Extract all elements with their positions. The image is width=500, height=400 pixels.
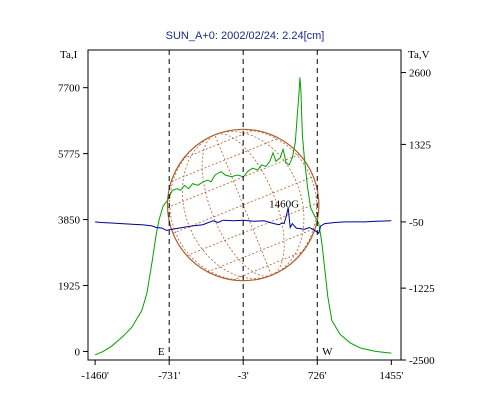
longitude-line	[214, 133, 285, 276]
x-tick-label: -731'	[158, 370, 180, 382]
x-tick-label: -3'	[238, 370, 249, 382]
series-line-i	[94, 77, 392, 356]
x-tick-label: 726'	[308, 370, 327, 382]
longitude-line	[214, 129, 317, 276]
x-tick-label: 1455'	[379, 370, 403, 382]
latitude-line	[207, 228, 316, 273]
solar-disk	[166, 128, 320, 282]
right-tick-label: -1225	[409, 283, 435, 295]
left-tick-label: 5775	[58, 149, 81, 161]
chart-title: SUN_A+0: 2002/02/24: 2.24[cm]	[166, 30, 325, 42]
series-layer	[94, 77, 392, 356]
left-axis-label: Ta,I	[60, 49, 78, 61]
left-tick-label: 0	[75, 346, 81, 358]
series-line-v	[95, 207, 392, 235]
x-tick-label: -1460'	[81, 370, 109, 382]
right-tick-label: -50	[409, 217, 424, 229]
limb-marker-label: E	[158, 346, 165, 358]
annotation-label: 1460G	[269, 198, 299, 210]
right-tick-label: 1325	[409, 139, 432, 151]
right-tick-label: 2600	[409, 68, 432, 80]
left-tick-label: 7700	[58, 83, 81, 95]
solar-disk-outline	[166, 128, 320, 282]
axes: -1460' -731' -3' 726' 1455' 0 1925 3850 5775 7700…	[58, 49, 435, 382]
left-tick-label: 1925	[58, 280, 81, 292]
longitude-line	[214, 131, 305, 276]
longitude-line	[201, 134, 272, 277]
right-axis-label: Ta,V	[408, 49, 430, 61]
right-tick-label: -2500	[409, 355, 435, 367]
longitude-line	[169, 134, 272, 281]
latitude-line	[232, 251, 303, 281]
limb-marker-label: W	[322, 346, 333, 358]
plot-frame	[87, 49, 402, 361]
latitude-line	[172, 176, 314, 234]
left-tick-label: 3850	[58, 215, 81, 227]
longitude-line	[181, 134, 272, 279]
longitude-line	[214, 134, 272, 276]
